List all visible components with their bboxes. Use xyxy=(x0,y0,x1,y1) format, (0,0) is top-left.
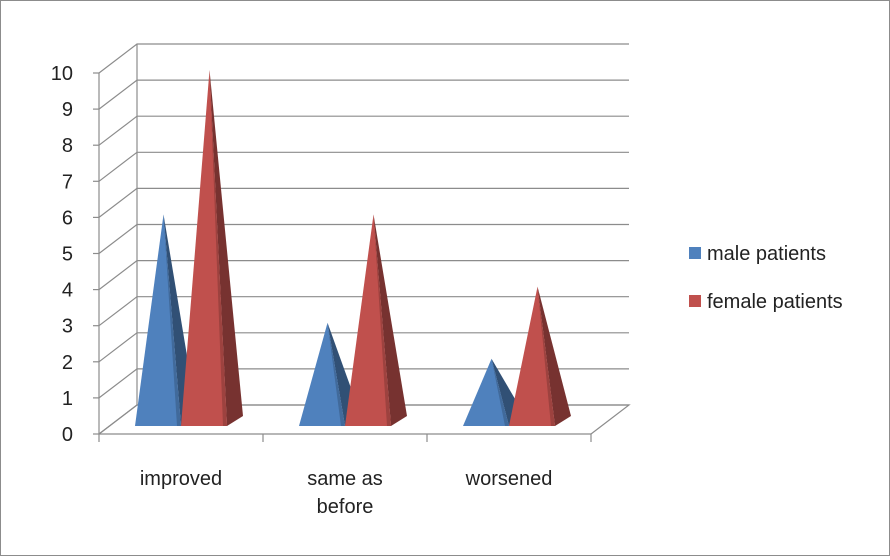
pyramid-side-face xyxy=(537,286,571,426)
pyramid-side-face xyxy=(373,214,407,426)
legend-item: female patients xyxy=(689,291,843,313)
pyramid-front-face xyxy=(463,358,509,426)
legend-swatch xyxy=(689,247,701,259)
legend-label: female patients xyxy=(707,291,843,313)
y-tick-label: 6 xyxy=(62,207,73,229)
pyramid-front-face xyxy=(509,286,555,426)
y-tick-label: 10 xyxy=(51,63,73,85)
y-tick-label: 3 xyxy=(62,316,73,338)
pyramid-female-patients-0 xyxy=(181,70,243,426)
category-label-line: improved xyxy=(140,468,222,490)
axes xyxy=(93,72,592,442)
y-axis-tick-labels: 0 1 2 3 4 5 6 7 8 9 10 xyxy=(51,63,73,446)
category-label-line: before xyxy=(317,496,374,518)
y-tick-label: 9 xyxy=(62,99,73,121)
gridline-4 xyxy=(98,260,629,291)
gridline-10 xyxy=(98,43,629,74)
legend-swatch xyxy=(689,295,701,307)
gridline-9 xyxy=(98,79,629,110)
pyramid-side-face xyxy=(209,70,243,426)
pyramid-marks xyxy=(135,70,571,426)
category-label: improved xyxy=(140,468,222,490)
y-tick-label: 4 xyxy=(62,280,73,302)
pyramid-edge-shade xyxy=(163,214,181,426)
pyramid-front-face xyxy=(181,70,227,426)
pyramid-female-patients-1 xyxy=(345,214,407,426)
x-axis-category-labels: improved same as before worsened xyxy=(140,468,552,518)
pyramid-front-face xyxy=(299,322,345,426)
category-label-line: same as xyxy=(307,468,383,490)
gridline-1 xyxy=(98,368,629,399)
pyramid-edge-shade xyxy=(209,70,227,426)
category-label: worsened xyxy=(465,468,553,490)
pyramid-edge-shade xyxy=(491,358,509,426)
y-tick-label: 2 xyxy=(62,352,73,374)
pyramid-edge-shade xyxy=(373,214,391,426)
gridline-6 xyxy=(98,187,629,218)
y-tick-label: 7 xyxy=(62,171,73,193)
pyramid-front-face xyxy=(135,214,181,426)
pyramid-edge-shade xyxy=(327,322,345,426)
gridline-3 xyxy=(98,296,629,327)
y-tick-label: 1 xyxy=(62,388,73,410)
pyramid-edge-shade xyxy=(537,286,555,426)
legend-item: male patients xyxy=(689,243,826,265)
gridline-2 xyxy=(98,332,629,363)
legend-label: male patients xyxy=(707,243,826,265)
gridline-8 xyxy=(98,115,629,146)
gridlines xyxy=(98,43,629,435)
legend: male patients female patients xyxy=(689,243,843,313)
gridline-5 xyxy=(98,223,629,254)
pyramid-front-face xyxy=(345,214,391,426)
y-tick-label: 0 xyxy=(62,424,73,446)
pyramid-female-patients-2 xyxy=(509,286,571,426)
category-label-line: worsened xyxy=(465,468,553,490)
y-tick-label: 5 xyxy=(62,244,73,266)
gridline-0 xyxy=(98,404,629,435)
gridline-7 xyxy=(98,151,629,182)
y-tick-label: 8 xyxy=(62,135,73,157)
category-label: same as before xyxy=(307,468,383,518)
